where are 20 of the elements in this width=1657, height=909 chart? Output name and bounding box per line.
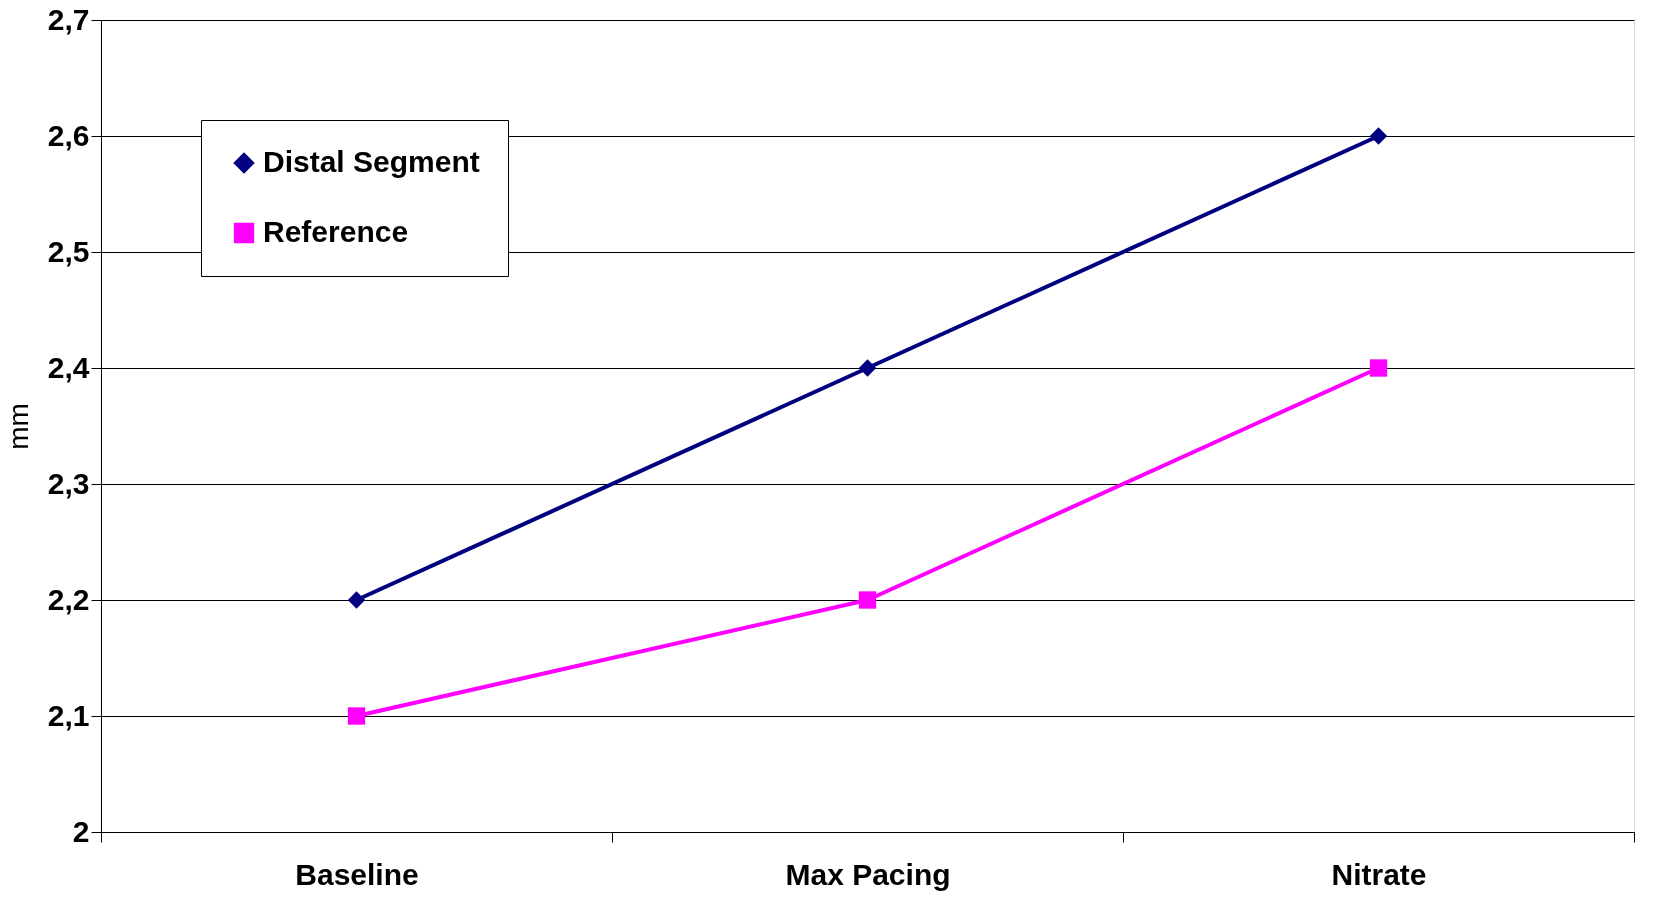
y-tick-label: 2 (72, 814, 90, 848)
point (1369, 127, 1388, 145)
point (1369, 359, 1388, 377)
x-tick-label: Nitrate (1331, 857, 1427, 891)
y-tick-label: 2,2 (47, 582, 90, 616)
x-tick-label: Max Pacing (785, 857, 951, 891)
y-tick-label: 2,4 (47, 350, 90, 384)
y-tick-label: 2,7 (47, 2, 90, 36)
y-tick-label: 2,1 (47, 698, 90, 732)
y-tick-label: 2,5 (47, 234, 90, 268)
y-tick-label: 2,3 (47, 466, 90, 500)
point (347, 591, 366, 609)
point (858, 591, 877, 609)
y-tick-label: 2,6 (47, 118, 90, 152)
point (858, 359, 877, 377)
legend-label: Distal Segment (263, 145, 480, 178)
y-axis-title: mm (2, 403, 34, 450)
legend-label: Reference (263, 215, 409, 248)
point (347, 707, 366, 725)
x-tick-label: Baseline (295, 857, 419, 891)
